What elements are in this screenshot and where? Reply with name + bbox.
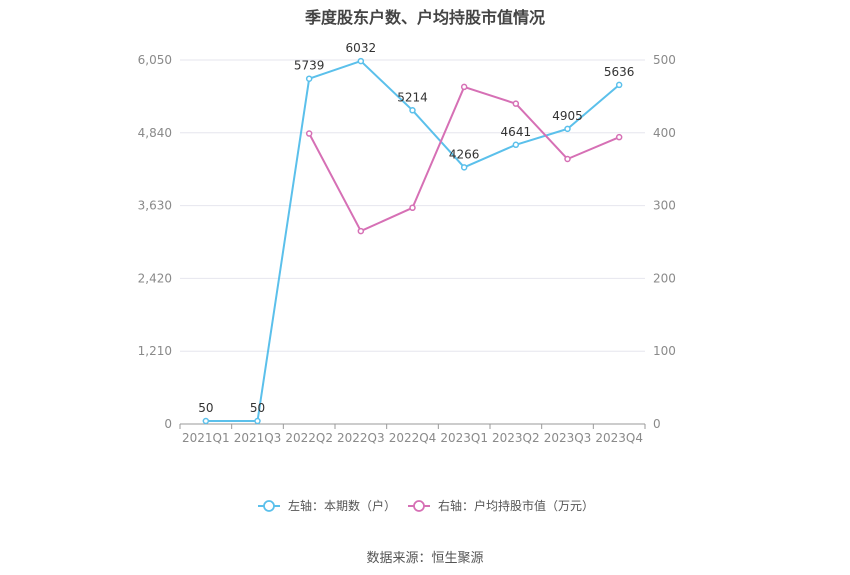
legend-marker <box>263 500 275 512</box>
x-axis-tick-label: 2023Q1 <box>440 431 488 445</box>
x-axis-tick-label: 2023Q2 <box>492 431 540 445</box>
data-label: 6032 <box>346 41 377 55</box>
data-point <box>615 133 623 141</box>
data-label: 50 <box>198 401 213 415</box>
data-point <box>254 417 261 425</box>
axes: 0 1,210 2,420 3,630 4,840 6,050 0 100 200 300 400 5… <box>138 53 676 445</box>
left-axis-tick-label: 4,840 <box>138 126 172 140</box>
left-axis-tick-label: 0 <box>164 417 172 431</box>
data-label: 4266 <box>449 147 480 161</box>
x-axis-tick-label: 2021Q1 <box>182 431 230 445</box>
data-label: 50 <box>250 401 265 415</box>
data-label: 5214 <box>397 90 428 104</box>
legend-label: 左轴：本期数（户） <box>288 498 396 513</box>
left-axis-tick-label: 2,420 <box>138 271 172 285</box>
right-axis-tick-label: 100 <box>653 344 676 358</box>
data-point <box>305 75 313 82</box>
data-source-note: 数据来源：恒生聚源 <box>366 551 484 566</box>
x-axis-tick-label: 2021Q3 <box>234 431 282 445</box>
x-axis-tick-label: 2022Q3 <box>337 431 385 445</box>
right-axis-tick-label: 400 <box>653 126 676 140</box>
data-point <box>512 100 520 107</box>
x-axis-tick-label: 2022Q4 <box>389 431 437 445</box>
data-label: 5636 <box>604 65 635 79</box>
data-point <box>460 83 468 91</box>
right-axis-tick-label: 200 <box>653 271 676 285</box>
left-axis-tick-label: 3,630 <box>138 199 172 213</box>
data-point <box>357 57 365 65</box>
right-axis-tick-label: 0 <box>653 417 661 431</box>
right-axis-tick-label: 500 <box>653 53 676 67</box>
chart-title: 季度股东户数、户均持股市值情况 <box>304 8 545 27</box>
data-point <box>460 164 468 171</box>
data-point <box>564 155 571 163</box>
data-point <box>357 227 365 235</box>
legend-item-avg-value: 右轴：户均持股市值（万元） <box>408 498 594 513</box>
left-axis-tick-label: 6,050 <box>138 53 172 67</box>
data-point <box>409 204 416 212</box>
x-axis-tick-label: 2022Q2 <box>285 431 333 445</box>
data-point <box>564 125 571 133</box>
legend-label: 右轴：户均持股市值（万元） <box>438 498 594 513</box>
left-axis-tick-label: 1,210 <box>138 344 172 358</box>
legend-item-holders: 左轴：本期数（户） <box>258 498 396 513</box>
data-point <box>409 107 416 114</box>
right-axis-tick-label: 300 <box>653 199 676 213</box>
data-point <box>512 141 520 149</box>
series-layer: 50 50 5739 6032 5214 4266 4641 4905 5636 <box>198 41 635 425</box>
x-axis-tick-label: 2023Q4 <box>595 431 643 445</box>
data-point <box>202 417 210 425</box>
data-label: 5739 <box>294 59 325 73</box>
legend: 左轴：本期数（户） 右轴：户均持股市值（万元） <box>258 498 594 513</box>
data-point <box>305 130 313 137</box>
data-label: 4905 <box>552 109 583 123</box>
data-label: 4641 <box>501 125 532 139</box>
data-point <box>615 81 623 89</box>
legend-marker <box>413 500 425 512</box>
x-axis-tick-label: 2023Q3 <box>544 431 592 445</box>
